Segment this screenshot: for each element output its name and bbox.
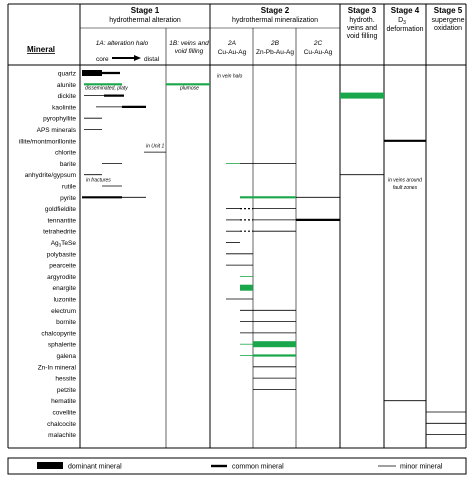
mineral-label: galena bbox=[56, 353, 76, 360]
mineral-label: APS minerals bbox=[37, 127, 77, 134]
legend-dominant-label: dominant mineral bbox=[68, 464, 122, 471]
mineral-label: pyrophyllite bbox=[43, 116, 76, 123]
distal-label: distal bbox=[144, 56, 160, 63]
header: Mineral Stage 1 hydrothermal alteration … bbox=[27, 6, 465, 63]
mineral-label: tennantite bbox=[47, 217, 76, 224]
stage-3-subtitle-line-3: void filling bbox=[347, 33, 378, 40]
mineral-label: chalcocite bbox=[47, 421, 76, 428]
mineral-label: chlorite bbox=[55, 150, 76, 157]
mineral-label: malachite bbox=[48, 432, 76, 439]
mineral-label: kaolinite bbox=[52, 104, 76, 111]
mineral-label: bornite bbox=[56, 319, 76, 326]
disseminated-annotation: disseminated, platy bbox=[85, 86, 128, 92]
legend-dominant-swatch bbox=[37, 462, 63, 469]
mineral-labels: quartz alunite dickite kaolinite pyrophyllit… bbox=[19, 71, 77, 440]
mineral-label: argyrodite bbox=[47, 274, 76, 281]
legend: dominant mineral common mineral minor mi… bbox=[7, 457, 467, 475]
mineral-label: polybasite bbox=[47, 251, 77, 258]
mineral-label: hematite bbox=[51, 398, 76, 405]
mineral-label: dickite bbox=[58, 93, 77, 100]
substage-2b-metals: Zn-Pb-Au-Ag bbox=[256, 49, 294, 56]
core-label: core bbox=[96, 56, 109, 63]
mineral-column-header: Mineral bbox=[27, 45, 55, 54]
legend-common-label: common mineral bbox=[232, 464, 284, 471]
substage-2c-metals: Cu-Au-Ag bbox=[304, 49, 333, 56]
mineral-label: pearceite bbox=[49, 263, 76, 270]
substage-2b-code: 2B bbox=[270, 40, 280, 47]
legend-minor-label: minor mineral bbox=[400, 464, 443, 471]
mineral-label: pyrite bbox=[60, 195, 76, 202]
mineral-label: tetrahedrite bbox=[43, 229, 76, 236]
in-vein-halo-annotation: in vein halo bbox=[217, 74, 243, 80]
substage-1a-label: 1A: alteration halo bbox=[96, 40, 149, 47]
substage-1b-label-line-1: 1B: veins and bbox=[169, 40, 209, 47]
mineral-label: chalcopyrite bbox=[41, 330, 76, 337]
sphalerite-bar bbox=[253, 341, 296, 348]
stage-1-subtitle: hydrothermal alteration bbox=[109, 17, 181, 24]
legend-box bbox=[7, 457, 467, 475]
mineral-label: hessite bbox=[55, 376, 76, 383]
in-fractures-annotation: in fractures bbox=[86, 178, 111, 184]
mineral-label: enargite bbox=[53, 285, 77, 292]
mineral-label: quartz bbox=[58, 71, 76, 78]
stage-5-title: Stage 5 bbox=[434, 6, 463, 15]
substage-2a-code: 2A bbox=[227, 40, 236, 47]
substage-1b-label-line-2: void filling bbox=[175, 48, 204, 55]
stage-2-subtitle: hydrothermal mineralization bbox=[232, 17, 318, 24]
fault-zones-annotation-line-1: in veins around bbox=[388, 178, 422, 184]
stage-4-title: Stage 4 bbox=[391, 6, 420, 15]
mineral-label: Ag3TeSe bbox=[51, 240, 77, 248]
mineral-label: electrum bbox=[51, 308, 76, 315]
mineral-label: illite/montmorillonite bbox=[19, 138, 76, 145]
substage-2a-metals: Cu-Au-Ag bbox=[218, 49, 247, 56]
stage-4-subtitle-d: D3 bbox=[398, 17, 406, 26]
stage-2-title: Stage 2 bbox=[261, 6, 290, 15]
plumose-annotation: plumose bbox=[179, 86, 199, 92]
arrow-head-icon bbox=[134, 55, 141, 61]
substage-2c-code: 2C bbox=[313, 40, 323, 47]
stage-5-subtitle-line-1: supergene bbox=[431, 17, 464, 24]
stage-3-subtitle-line-2: veins and bbox=[347, 25, 377, 32]
mineral-label: alunite bbox=[57, 82, 77, 89]
mineral-label: sphalerite bbox=[48, 342, 77, 349]
stage-1-title: Stage 1 bbox=[131, 6, 160, 15]
mineral-bars bbox=[82, 70, 466, 436]
annotations: disseminated, platy plumose in vein halo… bbox=[85, 74, 422, 192]
enargite-bar bbox=[240, 284, 253, 291]
stage-3-title: Stage 3 bbox=[348, 6, 377, 15]
fault-zones-annotation-line-2: fault zones bbox=[393, 185, 418, 191]
stage-4-subtitle-deformation: deformation bbox=[387, 26, 424, 33]
mineral-label: goldfieldite bbox=[45, 206, 76, 213]
mineral-label: Zn-In mineral bbox=[38, 364, 77, 371]
mineral-label: barite bbox=[60, 161, 77, 168]
mineral-label: petzite bbox=[57, 387, 77, 394]
quartz-bar bbox=[82, 70, 102, 76]
stage-3-subtitle-line-1: hydroth. bbox=[349, 17, 374, 24]
mineral-label: rutile bbox=[62, 184, 76, 191]
mineral-label: luzonite bbox=[54, 297, 77, 304]
in-unit-1-annotation: in Unit 1 bbox=[146, 144, 165, 150]
table-frame bbox=[7, 3, 467, 449]
mineral-label: covellite bbox=[53, 410, 77, 417]
dickite-bar bbox=[340, 92, 384, 99]
mineral-label: anhydrite/gypsum bbox=[25, 172, 76, 179]
stage-5-subtitle-line-2: oxidation bbox=[434, 25, 462, 32]
